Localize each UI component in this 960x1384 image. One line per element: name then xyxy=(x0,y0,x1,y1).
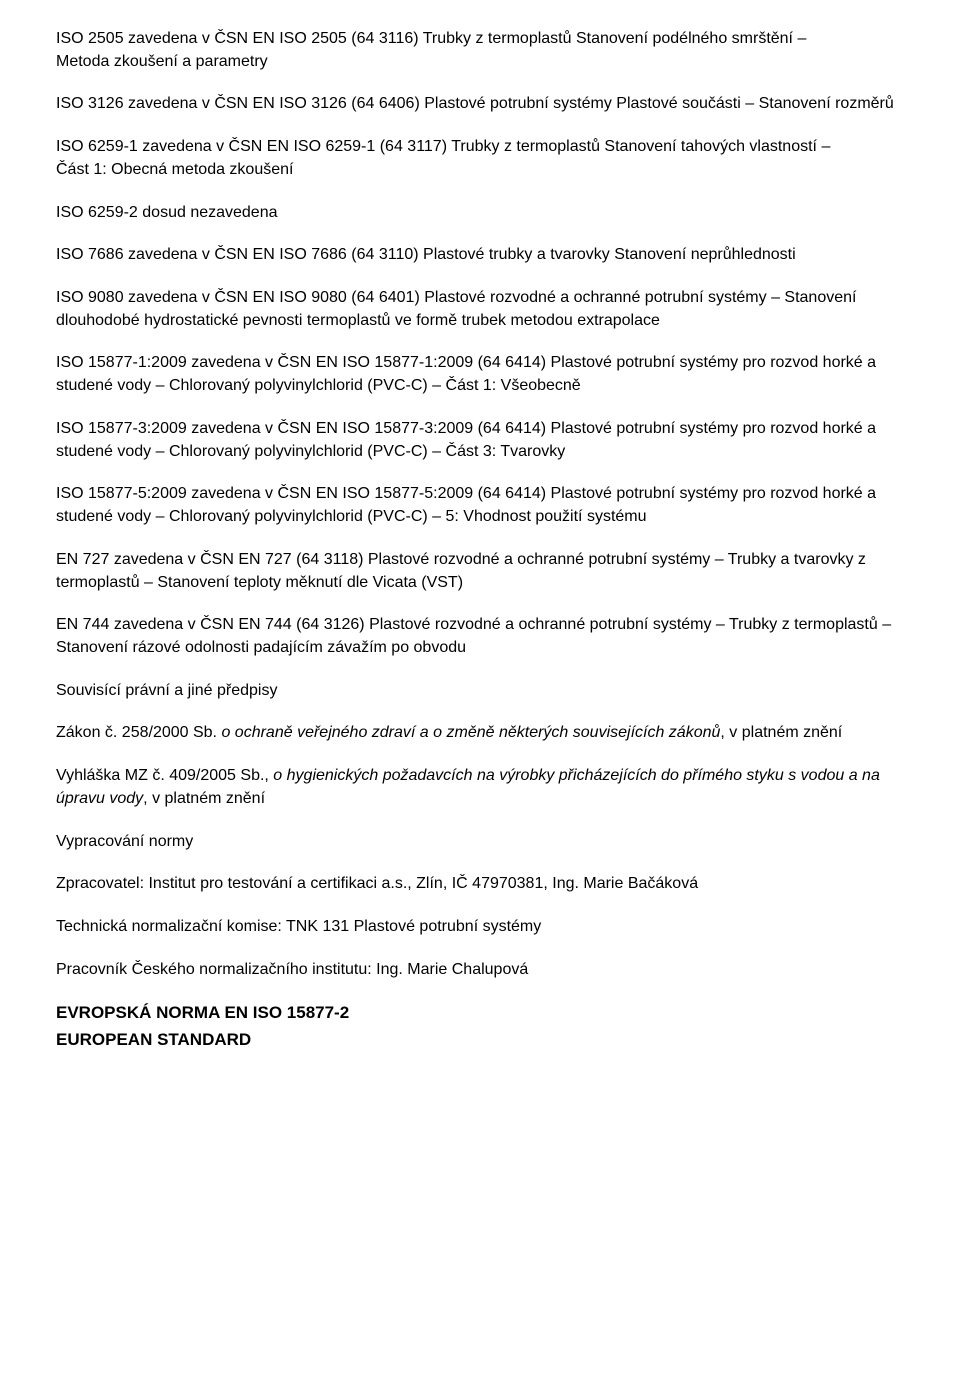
para-iso-15877-3: ISO 15877-3:2009 zavedena v ČSN EN ISO 1… xyxy=(56,418,904,463)
para-iso-7686: ISO 7686 zavedena v ČSN EN ISO 7686 (64 … xyxy=(56,244,904,267)
heading-vypracovani: Vypracování normy xyxy=(56,831,904,854)
para-iso-15877-1: ISO 15877-1:2009 zavedena v ČSN EN ISO 1… xyxy=(56,352,904,397)
text: EN 744 zavedena v ČSN EN 744 (64 3126) P… xyxy=(56,616,891,633)
text: , v platném znění xyxy=(143,790,265,807)
text: Zákon č. 258/2000 Sb. xyxy=(56,724,221,741)
heading-european-standard-line1: EVROPSKÁ NORMA EN ISO 15877-2 xyxy=(56,1001,904,1025)
para-pracovnik: Pracovník Českého normalizačního institu… xyxy=(56,959,904,982)
text: Stanovení rázové odolnosti padajícím záv… xyxy=(56,639,466,656)
text: ISO 6259-1 zavedena v ČSN EN ISO 6259-1 … xyxy=(56,138,830,155)
para-iso-2505: ISO 2505 zavedena v ČSN EN ISO 2505 (64 … xyxy=(56,28,904,73)
text: Metoda zkoušení a parametry xyxy=(56,53,268,70)
para-iso-6259-2: ISO 6259-2 dosud nezavedena xyxy=(56,202,904,225)
heading-related-regulations: Souvisící právní a jiné předpisy xyxy=(56,680,904,703)
para-tnk: Technická normalizační komise: TNK 131 P… xyxy=(56,916,904,939)
para-iso-15877-5: ISO 15877-5:2009 zavedena v ČSN EN ISO 1… xyxy=(56,483,904,528)
para-zpracovatel: Zpracovatel: Institut pro testování a ce… xyxy=(56,873,904,896)
para-zakon-258: Zákon č. 258/2000 Sb. o ochraně veřejnéh… xyxy=(56,722,904,745)
heading-european-standard-line2: EUROPEAN STANDARD xyxy=(56,1028,904,1052)
text: ISO 2505 zavedena v ČSN EN ISO 2505 (64 … xyxy=(56,30,806,47)
para-en-744: EN 744 zavedena v ČSN EN 744 (64 3126) P… xyxy=(56,614,904,659)
text-italic: o ochraně veřejného zdraví a o změně něk… xyxy=(221,724,720,741)
text: , v platném znění xyxy=(720,724,842,741)
text: Část 1: Obecná metoda zkoušení xyxy=(56,161,293,178)
para-iso-9080: ISO 9080 zavedena v ČSN EN ISO 9080 (64 … xyxy=(56,287,904,332)
para-en-727: EN 727 zavedena v ČSN EN 727 (64 3118) P… xyxy=(56,549,904,594)
para-vyhlaska-409: Vyhláška MZ č. 409/2005 Sb., o hygienick… xyxy=(56,765,904,810)
para-iso-3126: ISO 3126 zavedena v ČSN EN ISO 3126 (64 … xyxy=(56,93,904,116)
text: Vyhláška MZ č. 409/2005 Sb., xyxy=(56,767,273,784)
para-iso-6259-1: ISO 6259-1 zavedena v ČSN EN ISO 6259-1 … xyxy=(56,136,904,181)
